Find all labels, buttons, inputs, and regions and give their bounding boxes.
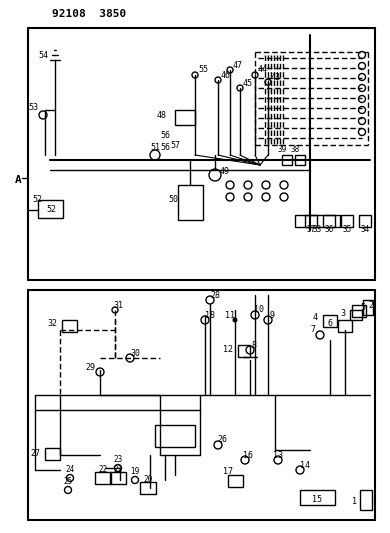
Text: 5: 5 xyxy=(360,303,365,312)
Bar xyxy=(155,425,195,447)
Text: 28: 28 xyxy=(210,290,220,300)
Text: 6: 6 xyxy=(328,319,333,327)
Text: 56: 56 xyxy=(160,143,170,152)
Bar xyxy=(38,200,63,218)
Circle shape xyxy=(358,95,365,102)
Text: 45: 45 xyxy=(243,78,253,87)
Bar xyxy=(323,215,335,227)
Bar xyxy=(350,310,362,320)
Circle shape xyxy=(232,318,238,322)
Text: 24: 24 xyxy=(66,465,74,474)
Text: 52: 52 xyxy=(46,206,56,214)
Text: 39: 39 xyxy=(277,146,287,155)
Circle shape xyxy=(358,107,365,114)
Circle shape xyxy=(358,85,365,92)
Text: 19: 19 xyxy=(130,467,140,477)
Bar xyxy=(175,110,195,125)
Text: 46: 46 xyxy=(221,70,231,79)
Bar xyxy=(228,475,243,487)
Text: 11: 11 xyxy=(225,311,235,319)
Text: 15: 15 xyxy=(312,495,322,504)
Bar xyxy=(45,448,60,460)
Text: 25: 25 xyxy=(63,478,73,487)
Text: 53: 53 xyxy=(28,102,38,111)
Bar xyxy=(140,482,156,494)
Bar xyxy=(341,215,353,227)
Text: 26: 26 xyxy=(217,435,227,445)
Text: 3: 3 xyxy=(340,309,345,318)
Bar xyxy=(352,305,366,317)
Circle shape xyxy=(358,52,365,59)
Bar xyxy=(238,345,250,357)
Bar xyxy=(323,315,337,327)
Bar xyxy=(305,215,317,227)
Text: 16: 16 xyxy=(243,450,253,459)
Text: 55: 55 xyxy=(198,66,208,75)
Text: 23: 23 xyxy=(113,456,122,464)
Bar xyxy=(95,472,111,484)
Text: A: A xyxy=(15,175,21,185)
Text: 14: 14 xyxy=(300,461,310,470)
Text: 48: 48 xyxy=(157,110,167,119)
Bar xyxy=(295,215,340,227)
Text: 33: 33 xyxy=(312,224,322,233)
Circle shape xyxy=(358,128,365,135)
Text: 13: 13 xyxy=(273,450,283,459)
Text: 18: 18 xyxy=(205,311,215,319)
Bar xyxy=(110,472,126,484)
Text: 34: 34 xyxy=(360,224,370,233)
Bar xyxy=(338,320,352,332)
Text: 17: 17 xyxy=(223,467,233,477)
Bar xyxy=(178,185,203,220)
Circle shape xyxy=(358,74,365,80)
Bar xyxy=(282,155,292,165)
Text: 35: 35 xyxy=(342,224,352,233)
Text: 56: 56 xyxy=(160,131,170,140)
Text: 4: 4 xyxy=(313,313,318,322)
Text: 12: 12 xyxy=(223,344,233,353)
Text: 1: 1 xyxy=(352,497,357,506)
Text: 57: 57 xyxy=(170,141,180,149)
Bar xyxy=(360,490,372,510)
Circle shape xyxy=(358,117,365,125)
Text: 32: 32 xyxy=(47,319,57,327)
Text: 37: 37 xyxy=(307,224,316,233)
Text: 51: 51 xyxy=(150,143,160,152)
Text: 38: 38 xyxy=(291,146,300,155)
Bar xyxy=(295,155,305,165)
Text: 7: 7 xyxy=(310,326,315,335)
Text: 30: 30 xyxy=(130,349,140,358)
Bar xyxy=(300,490,335,505)
Text: 50: 50 xyxy=(168,196,178,205)
Bar xyxy=(363,300,373,315)
Text: 29: 29 xyxy=(85,364,95,373)
Text: 54: 54 xyxy=(38,51,48,60)
Text: 27: 27 xyxy=(30,449,40,458)
Text: 43: 43 xyxy=(271,72,281,82)
Bar xyxy=(359,215,371,227)
Text: 21: 21 xyxy=(113,465,122,474)
Text: 20: 20 xyxy=(144,475,152,484)
Text: 8: 8 xyxy=(252,341,257,350)
Text: 10: 10 xyxy=(254,305,264,314)
Text: 31: 31 xyxy=(113,301,123,310)
Text: 9: 9 xyxy=(269,311,275,319)
Circle shape xyxy=(358,62,365,69)
Text: 52: 52 xyxy=(32,196,42,205)
Text: 44: 44 xyxy=(258,66,268,75)
Text: 47: 47 xyxy=(233,61,243,69)
Text: 92108  3850: 92108 3850 xyxy=(52,9,126,19)
Text: 49: 49 xyxy=(220,167,230,176)
Text: 2: 2 xyxy=(368,301,373,310)
Bar xyxy=(62,320,77,332)
Text: 22: 22 xyxy=(98,465,108,474)
Text: 36: 36 xyxy=(324,224,333,233)
